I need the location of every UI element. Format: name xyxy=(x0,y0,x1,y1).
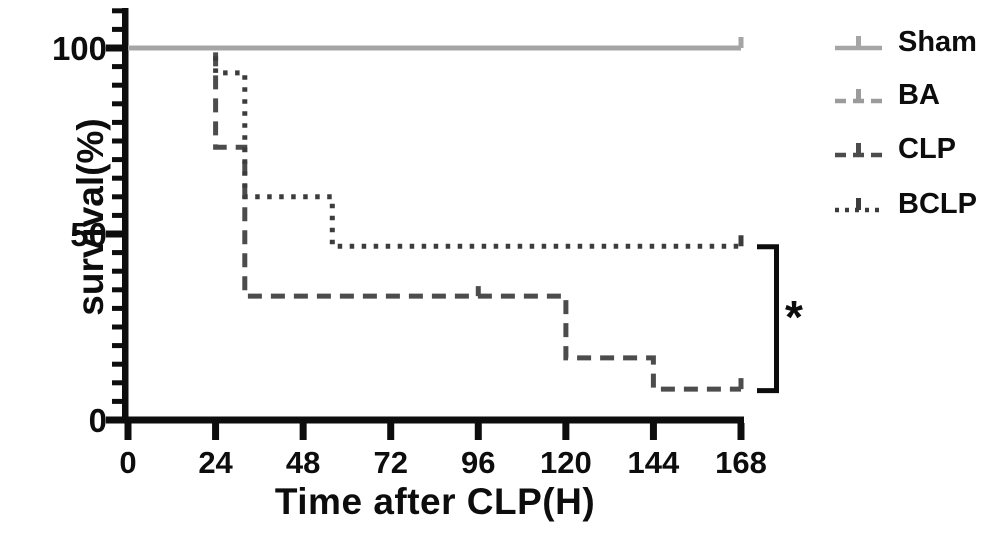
x-major-tick xyxy=(562,423,570,440)
x-tick-label-24: 24 xyxy=(198,445,233,480)
x-major-tick xyxy=(124,423,132,440)
y-minor-tick xyxy=(112,343,123,349)
y-minor-tick xyxy=(112,138,123,144)
legend-marker-dotted-icon xyxy=(835,198,882,213)
x-major-tick xyxy=(649,423,657,440)
x-major-tick xyxy=(737,423,745,440)
legend-label-clp: CLP xyxy=(898,132,956,165)
x-major-tick xyxy=(299,423,307,440)
series-bclp-end-tick xyxy=(738,235,744,247)
legend-marker-dashed-icon xyxy=(835,89,882,104)
x-major-tick xyxy=(212,423,220,440)
legend-label-bclp: BCLP xyxy=(898,187,977,220)
x-tick-label-144: 144 xyxy=(627,445,680,480)
y-minor-tick xyxy=(112,82,123,88)
y-tick-label-50: 50 xyxy=(70,216,107,253)
series-clp-end-tick xyxy=(738,378,744,390)
y-major-tick xyxy=(106,230,123,238)
y-minor-tick xyxy=(112,268,123,274)
y-minor-tick xyxy=(112,305,123,311)
significance-asterisk: * xyxy=(785,291,803,343)
y-minor-tick xyxy=(112,119,123,125)
x-major-tick xyxy=(387,423,395,440)
y-minor-tick xyxy=(112,101,123,107)
legend-label-ba: BA xyxy=(898,78,940,111)
y-minor-tick xyxy=(112,250,123,256)
y-major-tick xyxy=(106,416,123,424)
y-minor-tick xyxy=(112,380,123,386)
series-sham-end-tick xyxy=(738,37,744,48)
x-tick-label-120: 120 xyxy=(539,445,592,480)
x-axis-title: Time after CLP(H) xyxy=(274,481,596,522)
x-tick-label-168: 168 xyxy=(715,445,767,480)
x-tick-label-96: 96 xyxy=(461,445,496,480)
series-clp-censor-tick xyxy=(475,286,481,297)
x-axis-line xyxy=(122,416,744,424)
y-minor-tick xyxy=(112,26,123,32)
legend-marker-dashed-icon xyxy=(835,143,882,158)
legend-marker-solid-icon xyxy=(835,36,882,51)
y-minor-tick xyxy=(112,361,123,367)
y-tick-label-0: 0 xyxy=(88,402,107,439)
y-minor-tick xyxy=(112,398,123,404)
significance-bracket xyxy=(757,244,779,394)
y-major-tick xyxy=(106,44,123,52)
x-tick-label-72: 72 xyxy=(373,445,408,480)
y-minor-tick xyxy=(112,324,123,330)
y-minor-tick xyxy=(112,64,123,70)
x-major-tick xyxy=(474,423,482,440)
y-axis-line xyxy=(122,8,129,423)
y-minor-tick xyxy=(112,212,123,218)
legend-label-sham: Sham xyxy=(898,25,977,58)
x-tick-label-48: 48 xyxy=(285,445,321,480)
y-minor-tick xyxy=(112,8,123,14)
y-minor-tick xyxy=(112,157,123,163)
y-minor-tick xyxy=(112,175,123,181)
y-minor-tick xyxy=(112,287,123,293)
series-clp-line xyxy=(128,45,741,392)
y-tick-label-100: 100 xyxy=(51,30,107,67)
x-tick-label-0: 0 xyxy=(119,445,137,480)
y-minor-tick xyxy=(112,194,123,200)
